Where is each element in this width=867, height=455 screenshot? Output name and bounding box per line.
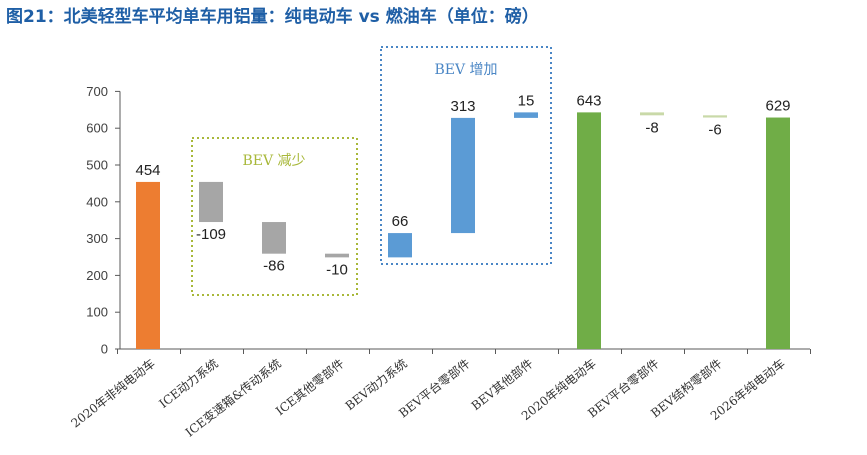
bev-increase-label: BEV 增加 — [434, 62, 497, 78]
bar — [514, 112, 538, 118]
data-label: 454 — [135, 162, 160, 179]
data-label: -8 — [645, 119, 658, 136]
bar — [325, 253, 349, 258]
bar — [388, 233, 412, 258]
data-label: 643 — [576, 92, 601, 109]
bar — [703, 115, 727, 118]
data-label: 313 — [450, 98, 475, 115]
y-tick-label: 500 — [86, 158, 108, 173]
bar — [451, 117, 475, 234]
category-label: ICE动力系统 — [157, 356, 221, 411]
y-tick-label: 200 — [86, 268, 108, 283]
category-label: 2020年非纯电动车 — [68, 356, 158, 431]
data-label: -10 — [326, 261, 348, 278]
data-label: 15 — [518, 92, 535, 109]
bar — [199, 181, 223, 223]
data-label: -86 — [263, 258, 285, 275]
bar — [766, 117, 790, 349]
bar — [577, 112, 601, 349]
data-label: -6 — [708, 122, 721, 139]
bar — [262, 222, 286, 254]
category-labels: 2020年非纯电动车ICE动力系统ICE变速箱&传动系统ICE其他零部件BEV动… — [68, 356, 788, 440]
category-label: ICE其他零部件 — [272, 356, 346, 419]
chart-title: 图21：北美轻型车平均单车用铝量：纯电动车 vs 燃油车（单位：磅） — [6, 7, 539, 27]
data-label: 629 — [765, 98, 790, 115]
data-label: 66 — [392, 213, 409, 230]
data-labels: 454 -109 -86 -10 66 313 15 643 -8 -6 629 — [135, 92, 790, 278]
category-label: BEV其他部件 — [468, 356, 536, 414]
y-tick-label: 400 — [86, 194, 108, 209]
bev-increase-box — [380, 46, 552, 265]
bev-decrease-box — [191, 137, 358, 296]
y-tick-label: 600 — [86, 121, 108, 136]
y-tick-label: 700 — [86, 84, 108, 99]
bev-decrease-label: BEV 减少 — [242, 153, 305, 169]
y-tick-label: 0 — [101, 342, 108, 357]
y-tick-label: 300 — [86, 231, 108, 246]
bar-series — [136, 112, 790, 349]
y-axis: 0 100 200 300 400 500 600 700 — [86, 84, 121, 357]
y-tick-label: 100 — [86, 305, 108, 320]
bar — [136, 181, 160, 349]
bar — [640, 112, 664, 116]
x-axis — [117, 348, 811, 354]
data-label: -109 — [196, 226, 226, 243]
category-label: BEV动力系统 — [343, 356, 410, 413]
